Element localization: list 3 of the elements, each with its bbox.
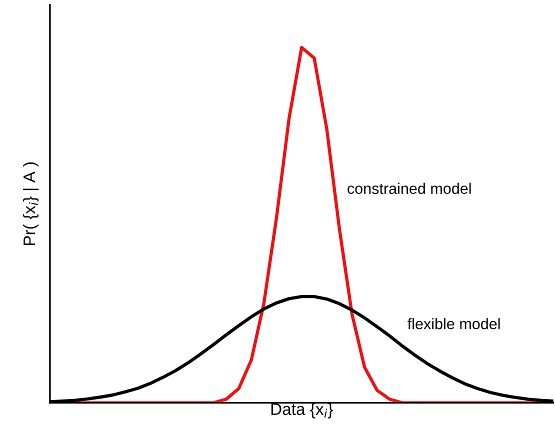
y-axis-title: Pr( {x$_{i}$} | A ) (23, 162, 39, 246)
series-label: flexible model (408, 318, 500, 330)
series-label: constrained model (348, 182, 471, 194)
